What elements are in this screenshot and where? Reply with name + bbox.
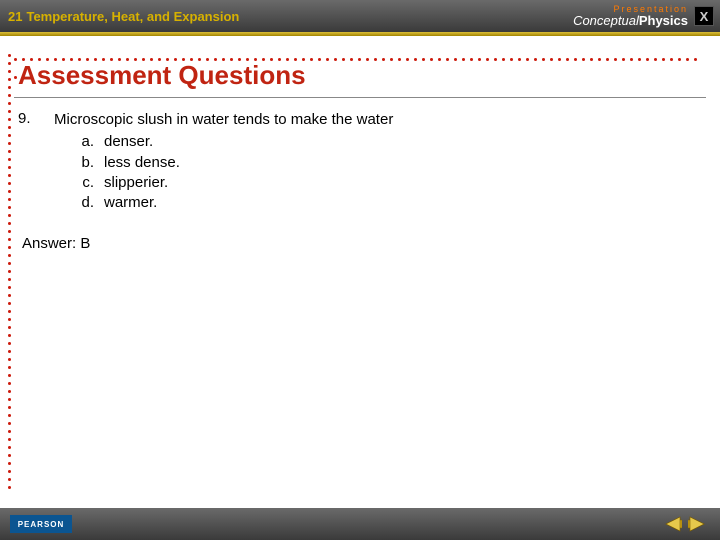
nav-arrow-group [660, 515, 720, 533]
chapter-title: Temperature, Heat, and Expansion [26, 9, 239, 24]
choice-text: denser. [104, 132, 153, 152]
top-header-bar: 21 Temperature, Heat, and Expansion Pres… [0, 0, 720, 32]
choice-text: less dense. [104, 153, 180, 173]
pearson-logo-text: PEARSON [18, 520, 65, 529]
question-number: 9. [18, 110, 54, 213]
brand-block: Presentation ConceptualPhysics [573, 5, 688, 27]
dotted-border-left [8, 54, 12, 486]
topbar-right-group: Presentation ConceptualPhysics X [573, 5, 720, 27]
next-slide-button[interactable] [688, 515, 710, 533]
dotted-border-top [14, 48, 706, 52]
choice-item: b. less dense. [54, 153, 393, 173]
choice-text: warmer. [104, 193, 157, 213]
choice-item: c. slipperier. [54, 173, 393, 193]
heading-divider [14, 97, 706, 98]
arrow-left-icon [660, 515, 682, 533]
choice-letter: c. [70, 173, 94, 193]
choice-item: d. warmer. [54, 193, 393, 213]
close-icon: X [700, 9, 709, 24]
prev-slide-button[interactable] [660, 515, 682, 533]
bottom-bar: PEARSON [0, 508, 720, 540]
close-button[interactable]: X [694, 6, 714, 26]
answer-line: Answer: B [18, 235, 702, 252]
question-row: 9. Microscopic slush in water tends to m… [18, 110, 702, 213]
question-stem: Microscopic slush in water tends to make… [54, 110, 393, 213]
choice-text: slipperier. [104, 173, 168, 193]
chapter-number: 21 [8, 9, 22, 24]
header-gold-underline [0, 32, 720, 36]
choice-list: a. denser. b. less dense. c. slipperier.… [54, 132, 393, 213]
choice-letter: b. [70, 153, 94, 173]
slide-content-area: Assessment Questions 9. Microscopic slus… [14, 54, 706, 486]
brand-product-label: ConceptualPhysics [573, 14, 688, 27]
choice-letter: a. [70, 132, 94, 152]
pearson-logo: PEARSON [10, 515, 72, 533]
question-stem-text: Microscopic slush in water tends to make… [54, 111, 393, 128]
question-block: 9. Microscopic slush in water tends to m… [14, 104, 706, 252]
chapter-label: 21 Temperature, Heat, and Expansion [0, 9, 239, 24]
choice-letter: d. [70, 193, 94, 213]
arrow-right-icon [688, 515, 710, 533]
choice-item: a. denser. [54, 132, 393, 152]
